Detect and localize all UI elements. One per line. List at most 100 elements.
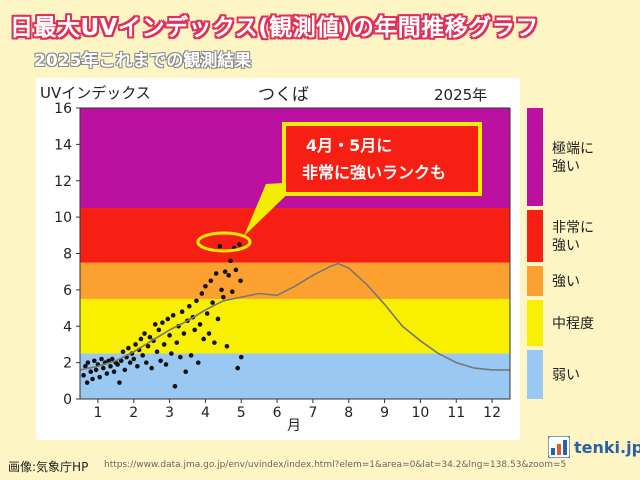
y-tick-label: 6 [63,283,72,299]
data-point [115,362,120,367]
data-point [174,340,180,345]
data-point [226,273,232,278]
legend-label: 非常に強い [552,220,594,254]
data-point [213,271,219,276]
data-point [238,278,243,284]
data-point [88,369,94,375]
data-point [126,345,131,351]
x-tick-label: 6 [273,405,282,421]
legend-label: 強い [552,274,580,290]
uv-band [80,208,510,263]
y-tick-label: 2 [63,356,72,372]
x-tick-label: 1 [93,405,102,421]
year-label: 2025年 [434,86,487,104]
data-point [201,336,206,342]
data-point [195,360,201,365]
x-tick-label: 8 [344,405,353,421]
data-point [131,356,137,362]
data-point [117,380,122,385]
x-tick-label: 9 [380,405,389,421]
data-point [145,343,151,349]
data-point [138,336,144,342]
data-point [156,327,162,333]
y-tick-label: 10 [54,210,72,226]
data-point [120,349,126,355]
data-point [152,322,158,327]
uv-band [80,353,510,399]
data-point [238,354,244,360]
data-point [233,267,239,273]
callout-box [282,122,482,196]
page-subtitle: 2025年これまでの観測結果 [34,51,252,71]
data-point [199,291,205,296]
data-point [85,360,91,365]
data-point [118,358,124,364]
data-point [127,360,133,365]
data-point [197,322,203,327]
data-point [163,362,169,367]
legend-label: 弱い [552,368,580,384]
data-point [229,289,235,294]
y-tick-label: 16 [54,101,72,117]
data-point [81,373,86,378]
image-credit: 画像:気象庁HP [8,460,89,474]
source-url[interactable]: https://www.data.jma.go.jp/env/uvindex/i… [104,460,567,470]
data-point [149,365,154,371]
data-point [108,363,113,369]
x-tick-label: 4 [201,405,210,421]
data-point [194,298,199,304]
data-point [147,334,153,340]
uv-band [80,262,510,299]
data-point [84,380,90,385]
data-point [183,369,189,375]
data-point [221,294,226,300]
data-point [99,356,104,362]
data-point [219,287,224,293]
tenki-logo[interactable]: tenki.jp [548,436,640,458]
x-tick-label: 5 [237,405,246,421]
page-title: 日最大UVインデックス(観測値)の年間推移グラフ [10,15,539,41]
data-point [228,258,233,264]
x-tick-label: 11 [447,405,465,421]
data-point [158,358,163,364]
legend-label: 中程度 [552,316,594,332]
highlight-ellipse [196,231,252,253]
data-point [204,311,210,316]
y-tick-label: 4 [63,319,72,335]
data-point [97,374,103,380]
x-axis-ticks: 1 2 3 4 5 6 7 8 9 10 11 12 [93,399,501,421]
legend-swatch [527,266,543,296]
data-point [154,349,160,355]
data-point [92,358,97,364]
y-tick-label: 14 [54,137,72,153]
data-point [165,316,171,322]
legend-swatch [527,350,543,399]
data-point [188,353,194,358]
data-point [224,343,230,349]
data-point [208,278,214,284]
data-point [104,371,110,376]
data-point [167,333,172,338]
data-point [181,331,187,336]
y-tick-label: 0 [63,392,72,408]
data-point [215,316,221,322]
data-point [186,303,192,309]
data-point [135,363,140,369]
data-point [83,363,88,369]
data-point [237,242,242,247]
data-point [142,331,147,336]
data-point [217,243,223,249]
uv-band [80,298,510,354]
legend-swatch [527,210,543,262]
x-axis-label: 月 [287,418,301,434]
y-axis-ticks: 0 2 4 6 8 10 12 14 16 [54,101,80,408]
y-tick-label: 8 [63,247,72,263]
data-point [133,342,138,347]
data-point [172,383,178,389]
data-point [111,369,117,375]
y-tick-label: 12 [54,174,72,190]
data-point [109,356,115,362]
data-point [170,313,176,318]
data-point [90,376,95,382]
